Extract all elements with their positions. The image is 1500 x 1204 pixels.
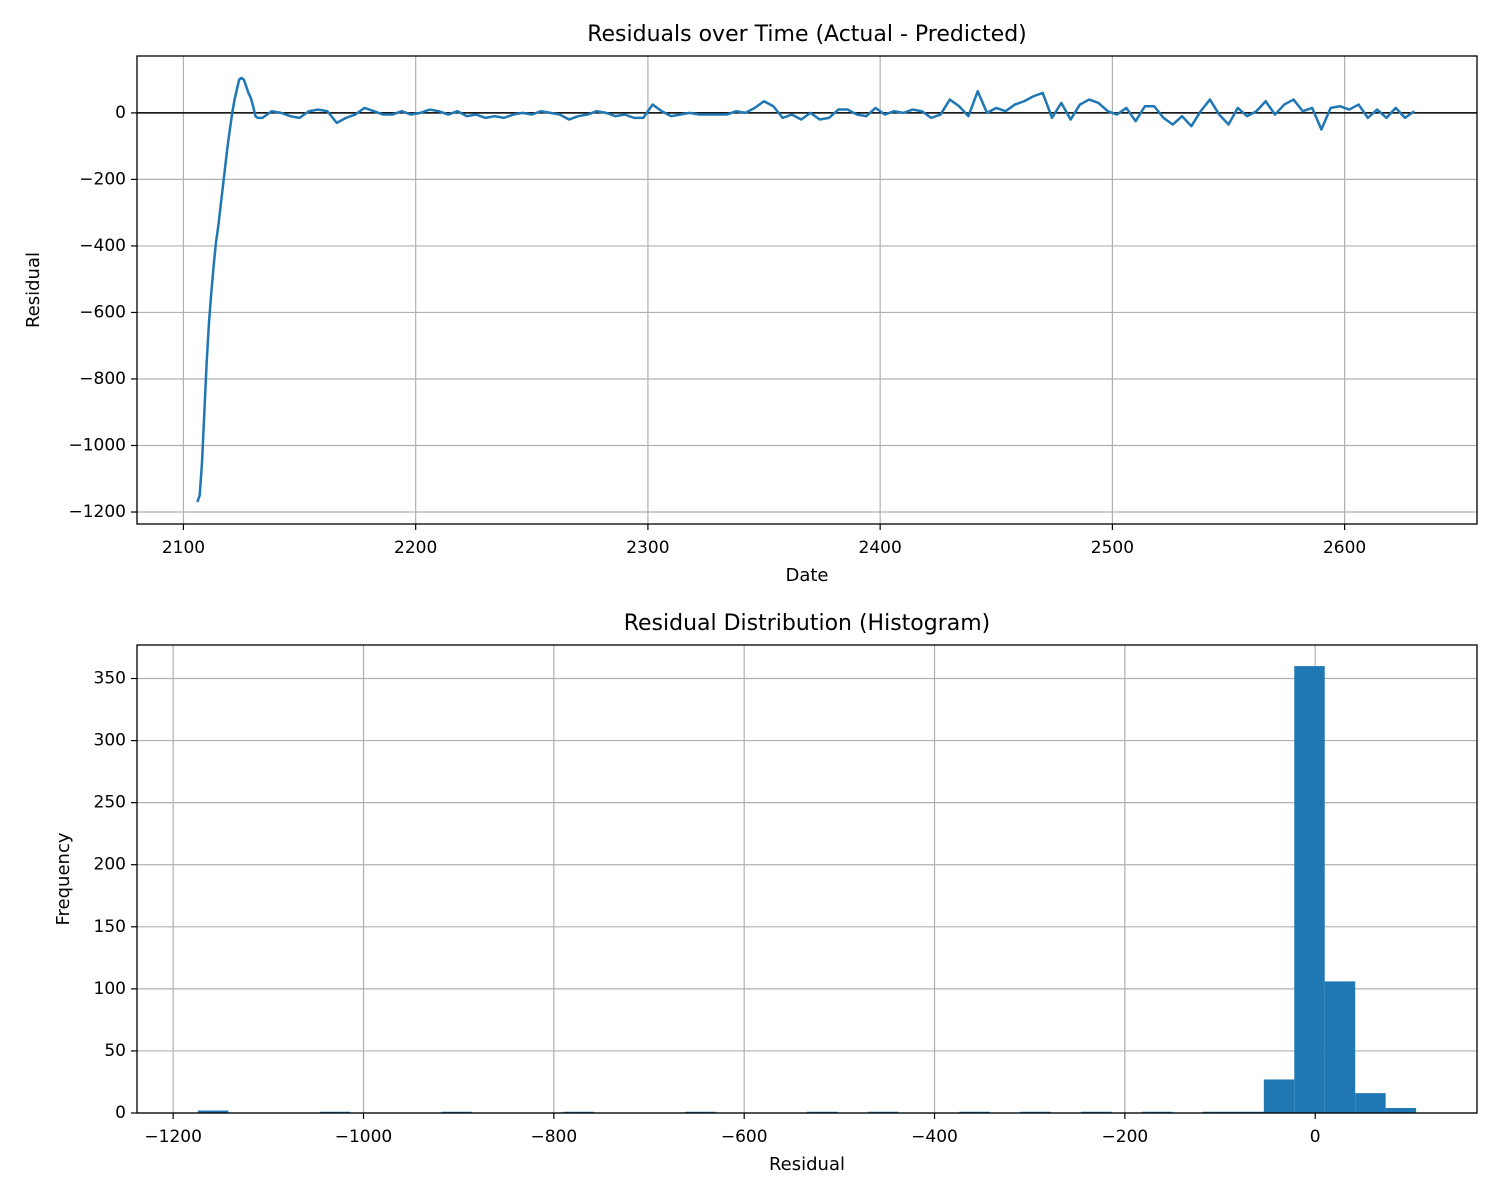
y-axis-label: Residual: [23, 252, 44, 328]
y-tick-label: 100: [94, 979, 126, 999]
y-tick-label: −400: [79, 236, 126, 256]
y-tick-label: 350: [94, 669, 126, 689]
y-tick-label: 0: [115, 1103, 126, 1123]
histogram-bar: [1324, 981, 1356, 1113]
y-tick-label: −1200: [68, 502, 126, 522]
y-tick-label: −200: [79, 169, 126, 189]
x-tick-label: 2200: [394, 538, 437, 558]
chart-title: Residuals over Time (Actual - Predicted): [587, 22, 1027, 47]
chart-title: Residual Distribution (Histogram): [624, 611, 991, 636]
x-tick-label: −1200: [144, 1127, 202, 1147]
y-tick-label: −600: [79, 302, 126, 322]
y-tick-label: 300: [94, 731, 126, 751]
histogram-bar: [197, 1110, 229, 1113]
y-tick-label: 200: [94, 855, 126, 875]
data-line: [196, 76, 1416, 503]
histogram-bar: [1263, 1079, 1295, 1113]
y-axis-label: Frequency: [53, 832, 74, 925]
x-tick-label: 2400: [859, 538, 902, 558]
x-tick-label: −800: [530, 1127, 577, 1147]
x-tick-label: −200: [1102, 1127, 1149, 1147]
x-axis-label: Residual: [769, 1154, 845, 1175]
x-tick-label: 2100: [162, 538, 205, 558]
y-tick-label: −800: [79, 369, 126, 389]
histogram-bar: [1385, 1108, 1417, 1113]
x-tick-label: 2300: [626, 538, 669, 558]
histogram-bar: [1294, 666, 1325, 1113]
y-tick-label: 50: [104, 1041, 126, 1061]
x-tick-label: −1000: [335, 1127, 393, 1147]
axes-frame: [136, 644, 1478, 1114]
x-tick-label: 2500: [1091, 538, 1134, 558]
x-tick-label: 0: [1310, 1127, 1321, 1147]
histogram-bar: [1355, 1093, 1386, 1113]
axes-frame: [136, 55, 1478, 525]
y-tick-label: −1000: [68, 436, 126, 456]
x-tick-label: −400: [911, 1127, 958, 1147]
x-axis-label: Date: [785, 565, 828, 586]
y-tick-label: 0: [115, 103, 126, 123]
x-tick-label: 2600: [1323, 538, 1366, 558]
y-tick-label: 250: [94, 793, 126, 813]
y-tick-label: 150: [94, 917, 126, 937]
x-tick-label: −600: [721, 1127, 768, 1147]
